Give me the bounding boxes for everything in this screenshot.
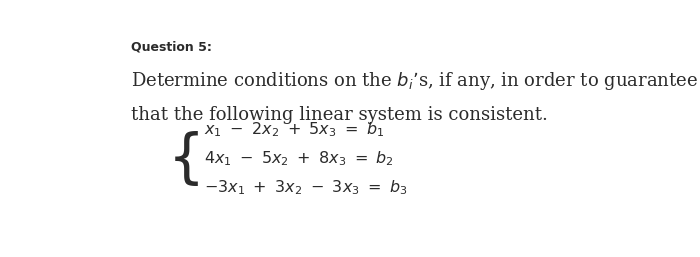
Text: $x_1 \ - \ 2x_2 \ + \ 5x_3 \ = \ b_1$: $x_1 \ - \ 2x_2 \ + \ 5x_3 \ = \ b_1$ [204,121,384,139]
Text: Determine conditions on the $b_i$’s, if any, in order to guarantee: Determine conditions on the $b_i$’s, if … [131,70,698,93]
Text: $-3x_1 \ + \ 3x_2 \ - \ 3x_3 \ = \ b_3$: $-3x_1 \ + \ 3x_2 \ - \ 3x_3 \ = \ b_3$ [204,178,407,197]
Text: $4x_1 \ - \ 5x_2 \ + \ 8x_3 \ = \ b_2$: $4x_1 \ - \ 5x_2 \ + \ 8x_3 \ = \ b_2$ [204,149,394,168]
Text: that the following linear system is consistent.: that the following linear system is cons… [131,106,548,124]
Text: $\{$: $\{$ [167,129,198,188]
Text: Question 5:: Question 5: [131,41,212,54]
